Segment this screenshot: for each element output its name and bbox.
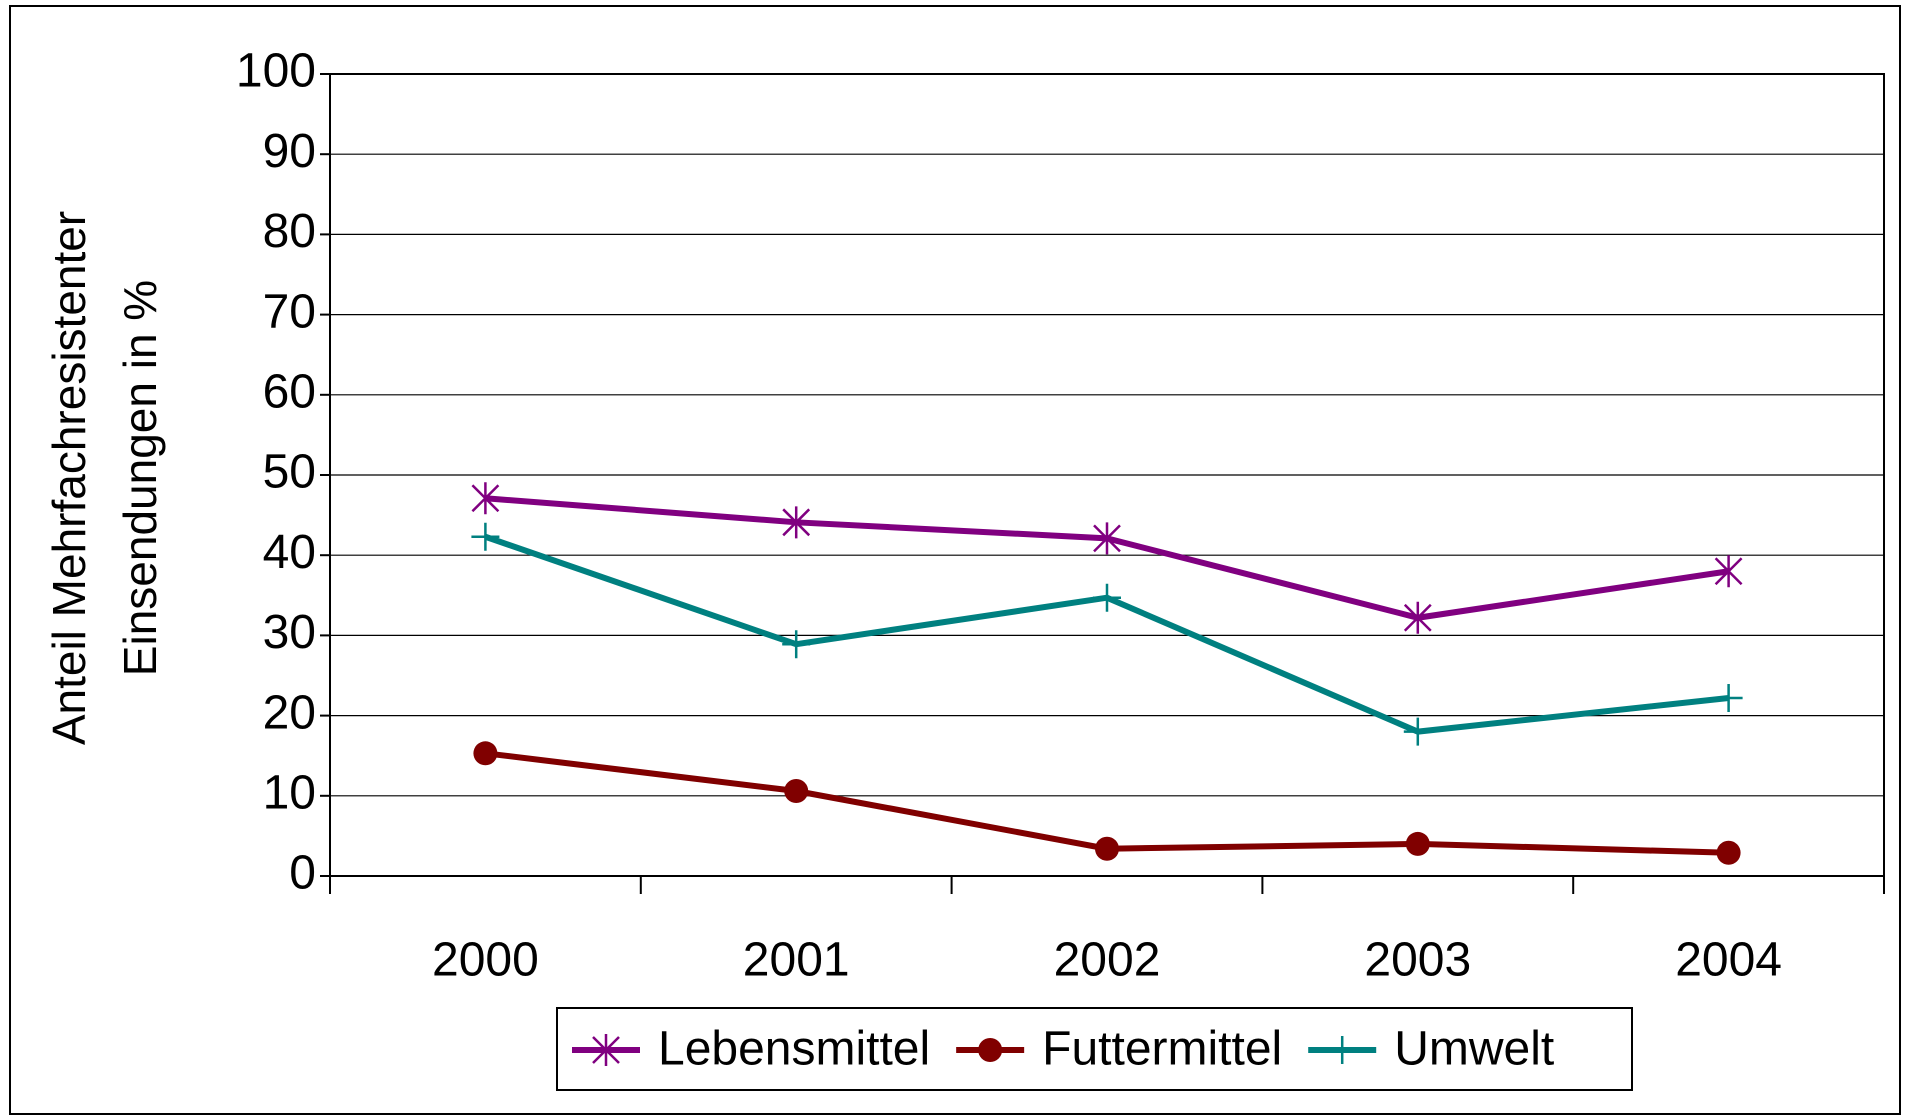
marker-star — [1714, 555, 1743, 588]
marker — [1328, 1036, 1357, 1064]
marker-plus — [1093, 583, 1121, 612]
y-axis-title: Einsendungen in % — [114, 280, 166, 676]
marker — [1716, 840, 1741, 865]
y-tick-label: 50 — [263, 446, 316, 499]
y-axis-title: Anteil Mehrfachresistenter — [43, 211, 95, 745]
legend-label: Lebensmittel — [658, 1023, 930, 1076]
marker — [592, 1034, 620, 1066]
marker-star — [782, 506, 811, 539]
legend-label: Futtermittel — [1042, 1023, 1282, 1076]
marker — [1714, 555, 1743, 588]
marker-dot — [473, 741, 498, 766]
marker — [1095, 836, 1119, 861]
y-tick-label: 20 — [263, 686, 316, 739]
marker — [784, 778, 809, 803]
marker-dot — [1405, 831, 1430, 856]
marker-plus — [1328, 1036, 1357, 1064]
x-tick-label: 2002 — [1054, 934, 1161, 987]
marker — [1714, 683, 1743, 712]
marker-star — [592, 1034, 620, 1066]
marker-plus — [782, 630, 811, 659]
marker-plus — [1714, 683, 1743, 712]
x-tick-label: 2001 — [743, 934, 850, 987]
legend-box — [556, 1007, 1633, 1091]
y-tick-label: 40 — [263, 526, 316, 579]
marker — [471, 522, 500, 551]
marker-dot — [784, 778, 809, 803]
marker-dot — [1716, 840, 1741, 865]
chart-frame — [9, 5, 1901, 1115]
x-tick-label: 2000 — [432, 934, 539, 987]
marker-plus — [471, 522, 500, 551]
y-tick-label: 90 — [263, 125, 316, 178]
y-tick-label: 60 — [263, 365, 316, 418]
y-tick-label: 10 — [263, 766, 316, 819]
y-tick-label: 30 — [263, 606, 316, 659]
marker — [1093, 583, 1121, 612]
marker — [1093, 522, 1121, 555]
marker-dot — [978, 1038, 1003, 1062]
marker — [1403, 717, 1432, 746]
y-tick-label: 0 — [289, 847, 316, 900]
marker — [471, 482, 500, 515]
marker-star — [1093, 522, 1121, 555]
legend-label: Umwelt — [1394, 1023, 1554, 1076]
marker — [978, 1038, 1003, 1062]
y-tick-label: 80 — [263, 205, 316, 258]
marker — [1403, 601, 1432, 634]
marker — [782, 630, 811, 659]
marker-plus — [1403, 717, 1432, 746]
marker — [1405, 831, 1430, 856]
x-tick-label: 2004 — [1675, 934, 1782, 987]
marker-star — [1403, 601, 1432, 634]
y-tick-label: 100 — [236, 45, 316, 98]
marker-dot — [1095, 836, 1119, 861]
y-tick-label: 70 — [263, 285, 316, 338]
marker — [782, 506, 811, 539]
marker — [473, 741, 498, 766]
x-tick-label: 2003 — [1364, 934, 1471, 987]
marker-star — [471, 482, 500, 515]
